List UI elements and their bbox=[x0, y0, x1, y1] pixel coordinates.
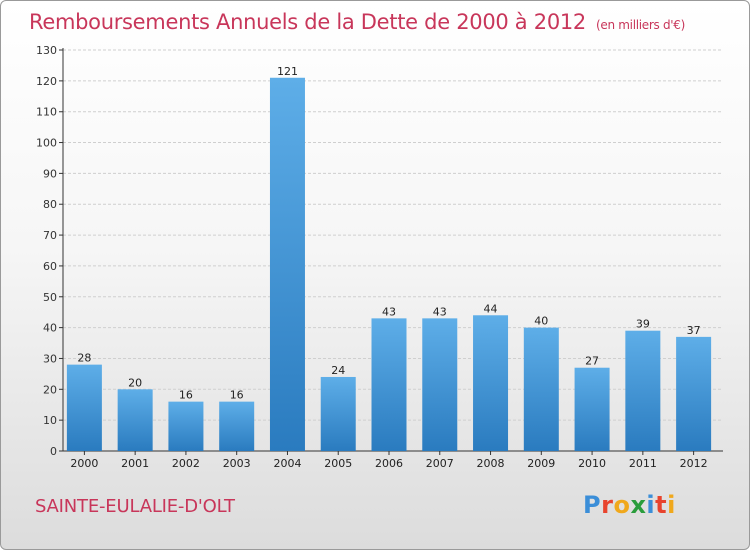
logo-letter: i bbox=[646, 491, 656, 519]
bar bbox=[625, 330, 661, 451]
bar-value-label: 16 bbox=[230, 389, 244, 402]
y-tick-label: 20 bbox=[43, 383, 57, 396]
x-tick-label: 2010 bbox=[578, 457, 606, 470]
x-tick-label: 2008 bbox=[477, 457, 505, 470]
x-tick-label: 2003 bbox=[223, 457, 251, 470]
x-tick-label: 2007 bbox=[426, 457, 454, 470]
commune-name: SAINTE-EULALIE-D'OLT bbox=[35, 496, 235, 517]
bar-value-label: 43 bbox=[382, 305, 396, 318]
bar bbox=[320, 376, 356, 451]
bar-value-label: 28 bbox=[77, 352, 91, 365]
logo-letter: P bbox=[583, 491, 602, 519]
x-tick-label: 2011 bbox=[629, 457, 657, 470]
bar-value-label: 40 bbox=[534, 315, 548, 328]
x-tick-label: 2002 bbox=[172, 457, 200, 470]
y-tick-label: 100 bbox=[36, 137, 57, 150]
bar-value-label: 121 bbox=[277, 65, 298, 78]
logo-letter: x bbox=[630, 491, 647, 519]
x-tick-label: 2009 bbox=[527, 457, 555, 470]
bar bbox=[523, 327, 559, 451]
bar bbox=[269, 77, 305, 451]
y-tick-label: 40 bbox=[43, 322, 57, 335]
y-tick-label: 0 bbox=[50, 445, 57, 458]
bar-value-label: 37 bbox=[687, 324, 701, 337]
x-tick-label: 2000 bbox=[70, 457, 98, 470]
bar-value-label: 16 bbox=[179, 389, 193, 402]
chart-unit: (en milliers d'€) bbox=[596, 18, 686, 32]
x-tick-label: 2005 bbox=[324, 457, 352, 470]
proxiti-logo: Proxiti bbox=[583, 491, 676, 519]
chart-title: Remboursements Annuels de la Dette de 20… bbox=[29, 10, 685, 34]
bar-value-label: 43 bbox=[433, 305, 447, 318]
logo-letter: t bbox=[655, 491, 668, 519]
x-tick-label: 2004 bbox=[273, 457, 301, 470]
y-tick-label: 70 bbox=[43, 229, 57, 242]
y-tick-label: 120 bbox=[36, 75, 57, 88]
bar bbox=[66, 364, 102, 451]
bar bbox=[117, 389, 153, 451]
bar-value-label: 39 bbox=[636, 318, 650, 331]
y-tick-label: 30 bbox=[43, 352, 57, 365]
bar bbox=[168, 401, 204, 451]
logo-letter: i bbox=[667, 491, 676, 519]
y-tick-label: 80 bbox=[43, 198, 57, 211]
x-tick-label: 2006 bbox=[375, 457, 403, 470]
bar bbox=[371, 318, 407, 451]
y-tick-label: 50 bbox=[43, 291, 57, 304]
bar bbox=[574, 367, 610, 451]
x-tick-label: 2001 bbox=[121, 457, 149, 470]
y-tick-label: 110 bbox=[36, 106, 57, 119]
bar-value-label: 24 bbox=[331, 364, 345, 377]
bar-value-label: 27 bbox=[585, 355, 599, 368]
chart-title-text: Remboursements Annuels de la Dette de 20… bbox=[29, 10, 586, 34]
bar-value-label: 44 bbox=[484, 302, 498, 315]
bar bbox=[676, 336, 712, 451]
y-tick-label: 10 bbox=[43, 414, 57, 427]
y-tick-label: 90 bbox=[43, 167, 57, 180]
bar bbox=[473, 315, 509, 451]
bar bbox=[219, 401, 255, 451]
y-tick-label: 130 bbox=[36, 44, 57, 57]
x-tick-label: 2012 bbox=[680, 457, 708, 470]
bar bbox=[422, 318, 458, 451]
bar-value-label: 20 bbox=[128, 376, 142, 389]
logo-letter: o bbox=[613, 491, 631, 519]
logo-letter: r bbox=[601, 491, 614, 519]
y-tick-label: 60 bbox=[43, 260, 57, 273]
